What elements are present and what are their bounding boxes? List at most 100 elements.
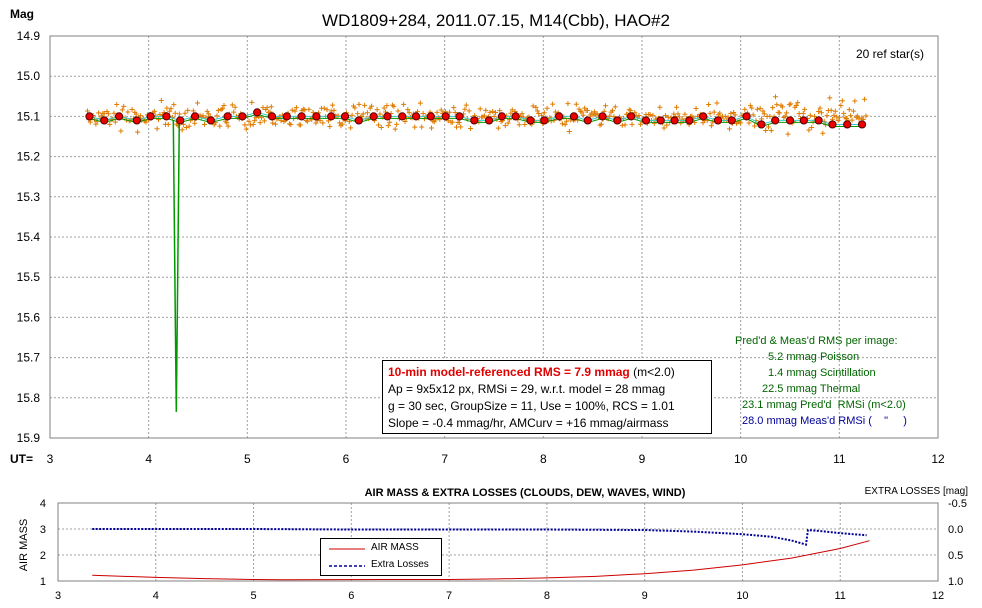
- measurement-point: [772, 94, 778, 100]
- measurement-point: [289, 107, 295, 113]
- model-rms-line: 10-min model-referenced RMS = 7.9 mmag: [388, 365, 630, 379]
- measurement-point: [243, 126, 249, 132]
- group-line: g = 30 sec, GroupSize = 11, Use = 100%, …: [388, 399, 675, 413]
- measurement-point: [754, 106, 760, 112]
- measurement-point: [306, 106, 312, 112]
- binned-point: [426, 112, 435, 121]
- measurement-point: [128, 117, 134, 123]
- rms-thermal: 22.5 mmag Thermal: [762, 383, 861, 395]
- measurement-point: [862, 96, 868, 102]
- binned-point: [455, 112, 464, 121]
- x-tick-label: 11: [833, 452, 846, 466]
- main-y-axis-label: Mag: [10, 7, 34, 21]
- binned-point: [670, 116, 679, 125]
- y-tick-label: 14.9: [17, 29, 41, 43]
- measurement-point: [534, 108, 540, 114]
- measurement-point: [651, 120, 657, 126]
- rms-header: Pred'd & Meas'd RMS per image:: [735, 335, 898, 347]
- rms-scintillation: 1.4 mmag Scintillation: [768, 367, 876, 379]
- measurement-point: [377, 111, 383, 117]
- binned-point: [190, 112, 200, 121]
- x-tick-label: 10: [736, 590, 748, 602]
- y2-tick-label: 1.0: [948, 576, 963, 588]
- measurement-point: [610, 108, 616, 114]
- binned-point: [484, 116, 494, 125]
- measurement-point: [493, 110, 499, 116]
- measurement-point: [538, 112, 544, 118]
- measurement-point: [594, 111, 600, 117]
- measurement-point: [849, 117, 855, 123]
- measurement-point: [573, 101, 579, 107]
- x-tick-label: 8: [540, 452, 547, 466]
- measurement-point: [214, 113, 220, 119]
- measurement-point: [848, 113, 854, 119]
- y-tick-label: 15.1: [17, 109, 41, 123]
- measurement-point: [232, 104, 238, 110]
- measurement-point: [215, 107, 221, 113]
- y-tick-label: 15.2: [17, 150, 41, 164]
- x-tick-label: 11: [835, 590, 846, 602]
- measurement-point: [544, 105, 550, 111]
- measurement-point: [93, 121, 99, 127]
- measurement-point: [508, 110, 514, 116]
- measurement-point: [387, 119, 393, 125]
- binned-point: [267, 112, 277, 121]
- main-plot-frame: [49, 35, 939, 439]
- measurement-point: [264, 105, 270, 111]
- x-tick-label: 4: [145, 452, 152, 466]
- measurement-point: [856, 116, 862, 122]
- measurement-point: [566, 128, 572, 134]
- measurement-point: [278, 118, 284, 124]
- binned-point: [441, 112, 450, 121]
- measurement-point: [855, 113, 861, 119]
- measurement-point: [818, 110, 824, 116]
- binned-point: [742, 112, 751, 121]
- measurement-point: [662, 112, 668, 118]
- measurement-point: [835, 117, 841, 123]
- binned-point: [583, 116, 592, 125]
- measurement-point: [217, 123, 223, 129]
- extra-losses-line: [92, 528, 867, 546]
- y-tick-label: 15.7: [17, 351, 41, 365]
- measurement-point: [378, 124, 384, 130]
- measurement-point: [298, 122, 304, 128]
- measurement-point: [452, 109, 458, 115]
- measurement-point: [767, 113, 773, 119]
- binned-point: [555, 112, 564, 121]
- measurement-point: [802, 106, 808, 112]
- measurement-point: [330, 102, 336, 108]
- binned-point: [641, 116, 651, 125]
- binned-point: [613, 116, 622, 125]
- measurement-point: [176, 111, 182, 117]
- measurement-point: [288, 122, 294, 128]
- measurement-point: [760, 108, 766, 114]
- measurement-point: [456, 119, 462, 125]
- measurement-point: [629, 121, 635, 127]
- measurement-point: [107, 121, 113, 127]
- measurement-point: [221, 102, 227, 108]
- measurement-point: [195, 100, 201, 106]
- x-tick-label: 5: [244, 452, 251, 466]
- measurement-point: [261, 118, 267, 124]
- measurement-point: [292, 108, 298, 114]
- x-tick-label: 6: [348, 590, 354, 602]
- x-tick-label: 9: [639, 452, 646, 466]
- measurement-point: [838, 103, 844, 109]
- binned-point: [757, 120, 766, 129]
- measurement-point: [337, 120, 343, 126]
- binned-point: [828, 120, 837, 129]
- y-tick-label: 15.8: [17, 391, 41, 405]
- measurement-point: [796, 111, 802, 117]
- y-tick-label: 15.5: [17, 270, 41, 284]
- rms-info-box: 10-min model-referenced RMS = 7.9 mmag (…: [382, 360, 712, 434]
- measurement-point: [816, 108, 822, 114]
- measurement-point: [483, 107, 489, 113]
- y-tick-label: 15.9: [17, 431, 41, 445]
- binned-point: [114, 112, 124, 121]
- measurement-point: [242, 122, 248, 128]
- measurement-point: [811, 113, 817, 119]
- measurement-point: [550, 101, 556, 107]
- y2-tick-label: 0.5: [948, 550, 963, 562]
